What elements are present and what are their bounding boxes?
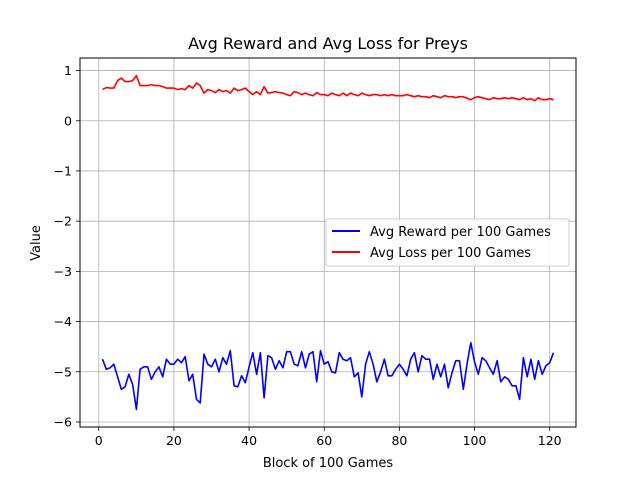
legend-label-loss: Avg Loss per 100 Games — [370, 246, 531, 261]
plot-frame — [79, 57, 577, 428]
series-lines — [101, 74, 555, 411]
x-tick-label: 20 — [166, 433, 182, 448]
legend-box — [325, 218, 570, 267]
legend-label-reward: Avg Reward per 100 Games — [370, 225, 551, 240]
y-axis-label: Value — [29, 225, 44, 261]
legend: Avg Reward per 100 Games Avg Loss per 10… — [325, 218, 570, 267]
x-tick-label: 80 — [391, 433, 407, 448]
x-tick-label: 100 — [463, 433, 487, 448]
y-tick-label: −6 — [54, 414, 72, 429]
y-tick-label: −2 — [54, 214, 72, 229]
x-tick-label: 0 — [95, 433, 103, 448]
axis-ticks: 0 20 40 60 80 100 120 1 0 −1 −2 −3 −4 −5 −6 — [54, 63, 562, 448]
x-axis-label: Block of 100 Games — [263, 456, 394, 471]
y-tick-label: −5 — [54, 364, 72, 379]
chart-title: Avg Reward and Avg Loss for Preys — [188, 34, 468, 53]
y-tick-label: −3 — [54, 264, 72, 279]
series-line-1 — [102, 74, 554, 102]
series-line-0 — [101, 341, 555, 411]
y-tick-label: −4 — [54, 314, 72, 329]
y-tick-label: −1 — [54, 163, 72, 178]
y-tick-label: 1 — [64, 63, 72, 78]
x-tick-label: 120 — [538, 433, 562, 448]
y-tick-label: 0 — [64, 113, 72, 128]
x-tick-label: 60 — [316, 433, 332, 448]
x-tick-label: 40 — [241, 433, 257, 448]
